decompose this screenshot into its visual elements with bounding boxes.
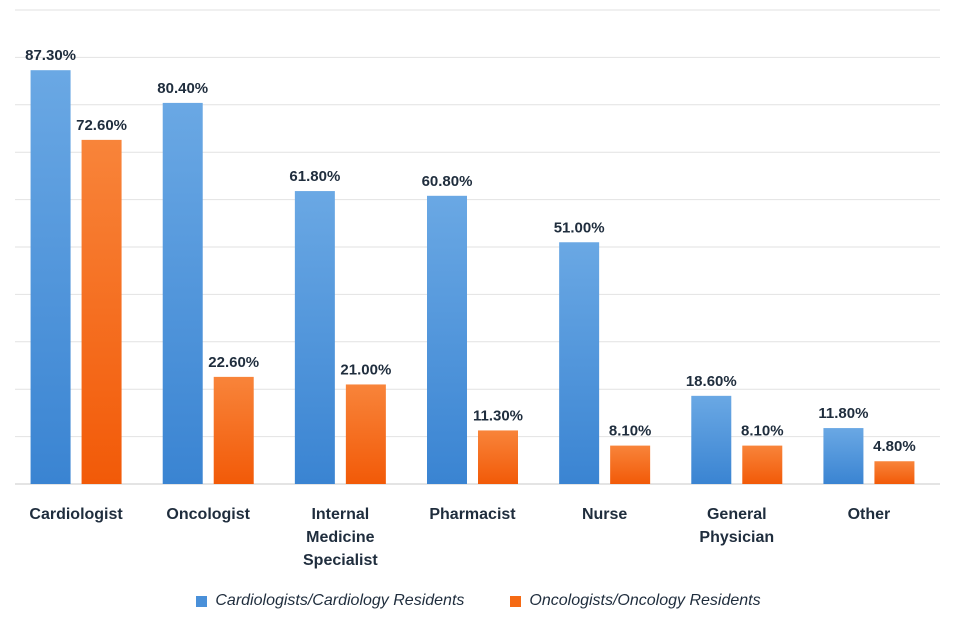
- bar-series-2-1: [213, 376, 254, 484]
- category-label-5-line-1: Physician: [699, 529, 774, 546]
- legend: Cardiologists/Cardiology Residents Oncol…: [0, 592, 957, 610]
- value-label-series-1-2: 61.80%: [289, 168, 340, 185]
- bar-series-2-3: [478, 430, 518, 484]
- category-label-2-line-1: Medicine: [306, 529, 375, 546]
- bar-series-1-1: [162, 102, 203, 485]
- bar-series-1-4: [559, 242, 600, 484]
- value-label-series-2-2: 21.00%: [340, 361, 391, 378]
- bar-series-1-2: [294, 191, 335, 484]
- value-label-series-2-1: 22.60%: [208, 354, 259, 371]
- value-label-series-1-3: 60.80%: [422, 173, 473, 190]
- legend-label-series-2: Oncologists/Oncology Residents: [529, 592, 761, 609]
- value-label-series-1-0: 87.30%: [25, 47, 76, 64]
- bar-series-1-3: [427, 195, 467, 485]
- legend-label-series-1: Cardiologists/Cardiology Residents: [215, 592, 465, 609]
- category-label-2-line-0: Internal: [311, 506, 369, 523]
- value-label-series-2-6: 4.80%: [873, 438, 916, 455]
- category-labels-group: Cardiologist Oncologist Internal Medicine Sp…: [29, 506, 890, 569]
- value-label-series-1-6: 11.80%: [818, 405, 868, 422]
- category-label-4-line-0: Nurse: [582, 506, 627, 523]
- category-label-1-line-0: Oncologist: [166, 506, 250, 523]
- value-label-series-1-5: 18.60%: [686, 373, 737, 390]
- bars-group: [30, 70, 915, 485]
- bar-series-2-6: [874, 461, 915, 484]
- legend-swatch-series-2: [510, 595, 522, 607]
- bar-series-1-6: [823, 428, 864, 484]
- bar-series-1-5: [691, 395, 732, 484]
- legend-swatch-series-1: [196, 595, 208, 607]
- legend-item-series-1: Cardiologists/Cardiology Residents: [196, 592, 464, 610]
- legend-item-series-2: Oncologists/Oncology Residents: [510, 592, 761, 610]
- value-label-series-2-0: 72.60%: [76, 117, 127, 134]
- value-label-series-1-4: 51.00%: [554, 219, 605, 236]
- category-label-3-line-0: Pharmacist: [429, 506, 516, 523]
- value-label-series-2-5: 8.10%: [741, 423, 784, 440]
- bar-series-2-5: [742, 445, 783, 484]
- bar-series-2-2: [345, 384, 386, 484]
- category-label-5-line-0: General: [707, 506, 767, 523]
- category-label-6-line-0: Other: [848, 506, 891, 523]
- bar-series-2-4: [610, 445, 651, 484]
- value-label-series-1-1: 80.40%: [157, 80, 208, 97]
- value-labels-group: 87.30% 72.60% 80.40% 22.60% 61.80% 21.00% 60.8…: [25, 47, 916, 455]
- category-label-0-line-0: Cardiologist: [29, 506, 123, 523]
- bar-series-1-0: [30, 70, 71, 484]
- bar-series-2-0: [81, 139, 122, 484]
- category-label-2-line-2: Specialist: [303, 552, 378, 569]
- value-label-series-2-3: 11.30%: [473, 407, 523, 424]
- value-label-series-2-4: 8.10%: [609, 423, 652, 440]
